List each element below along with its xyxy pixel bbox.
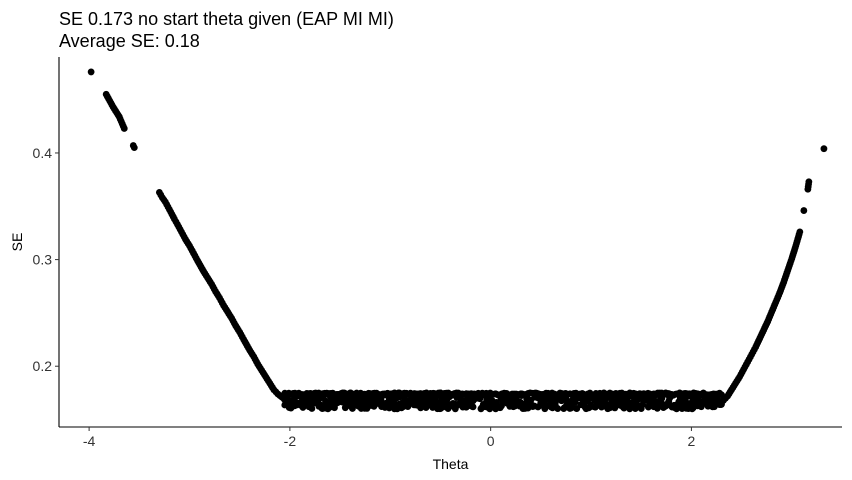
y-tick-label: 0.3	[33, 252, 53, 268]
x-tick-label: -2	[284, 433, 297, 449]
data-point	[611, 404, 619, 412]
y-axis-title: SE	[9, 233, 25, 252]
y-tick-label: 0.2	[33, 358, 53, 374]
data-point	[308, 405, 316, 412]
x-tick-label: 2	[688, 433, 696, 449]
data-point	[463, 402, 471, 410]
x-tick-label: -4	[83, 433, 96, 449]
data-point	[87, 68, 95, 76]
data-point	[469, 403, 477, 411]
data-point	[349, 405, 356, 412]
data-point	[130, 144, 138, 152]
data-point	[800, 207, 808, 214]
x-axis-title: Theta	[433, 456, 469, 472]
axes: -4 -2 0 2 0.2 0.3 0.4	[33, 57, 842, 449]
data-point	[286, 400, 294, 407]
chart-title-block: SE 0.173 no start theta given (EAP MI MI…	[59, 8, 394, 52]
chart-subtitle: Average SE: 0.18	[59, 31, 200, 51]
data-point	[796, 228, 804, 236]
data-point	[820, 145, 828, 153]
data-point	[805, 178, 813, 186]
x-tick-label: 0	[487, 433, 495, 449]
data-points	[87, 68, 828, 413]
chart-title: SE 0.173 no start theta given (EAP MI MI…	[59, 9, 394, 29]
data-point	[120, 125, 128, 132]
data-point	[639, 401, 647, 408]
y-tick-label: 0.4	[33, 145, 53, 161]
data-point	[554, 405, 562, 412]
data-point	[682, 398, 690, 406]
